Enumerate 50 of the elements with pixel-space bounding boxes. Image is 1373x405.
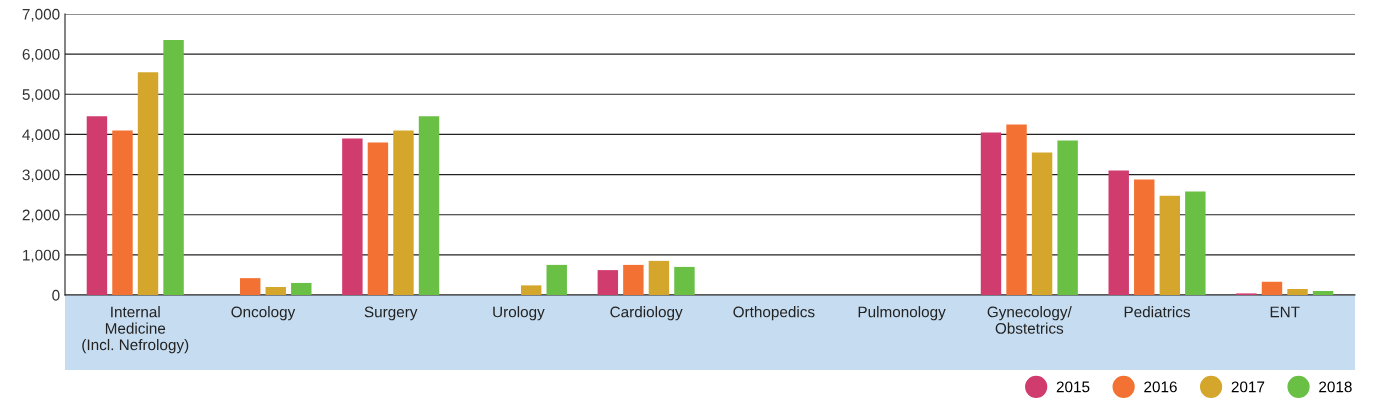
bar [1159, 195, 1181, 295]
x-tick-label: Urology [493, 306, 545, 321]
legend-label: 2018 [1319, 381, 1352, 393]
bar [137, 72, 159, 295]
bar [980, 132, 1002, 295]
bar [1134, 179, 1155, 295]
y-tick-label: 5,000 [22, 89, 60, 102]
bar [648, 260, 670, 295]
bar [674, 266, 695, 295]
x-tick-label: Pediatrics [1124, 306, 1191, 318]
y-tick-label: 6,000 [22, 49, 60, 62]
legend-label: 2016 [1144, 381, 1177, 393]
bar [1057, 140, 1078, 295]
y-tick-label: 3,000 [22, 169, 60, 183]
bar [1312, 290, 1334, 295]
bar [1261, 281, 1283, 295]
bar [291, 282, 312, 295]
x-tick-label: Surgery [364, 306, 418, 321]
legend-label: 2017 [1231, 381, 1265, 393]
y-tick-label: 7,000 [22, 8, 60, 22]
x-tick-label: Pulmonology [858, 306, 946, 321]
bar [393, 130, 414, 295]
bar [239, 278, 261, 295]
x-tick-label: ENT [1270, 306, 1300, 318]
bar [1006, 124, 1027, 295]
x-tick-label: Oncology [231, 306, 296, 321]
y-tick-label: 4,000 [22, 129, 60, 142]
bar [623, 264, 644, 295]
bar [163, 40, 184, 295]
bar [342, 138, 363, 295]
y-tick-label: 2,000 [22, 209, 60, 223]
bar [86, 116, 108, 295]
bar [112, 130, 133, 295]
legend-label: 2015 [1056, 381, 1090, 393]
x-tick-label: Gynecology/ Obstetrics [987, 306, 1072, 334]
bar [418, 116, 440, 295]
bar [546, 264, 567, 295]
x-tick-label: Orthopedics [733, 306, 815, 321]
x-tick-label: Internal Medicine (Incl. Nefrology) [82, 306, 189, 354]
bar [265, 286, 286, 295]
bar [1031, 152, 1053, 295]
bar [367, 142, 389, 295]
y-tick-label: 1,000 [23, 249, 60, 263]
y-tick-label: 0 [52, 289, 60, 301]
bar [520, 285, 542, 295]
bar [1108, 170, 1129, 295]
bar [1287, 288, 1308, 295]
bar [1185, 191, 1206, 295]
bar [597, 270, 619, 295]
x-tick-label: Cardiology [610, 306, 683, 321]
